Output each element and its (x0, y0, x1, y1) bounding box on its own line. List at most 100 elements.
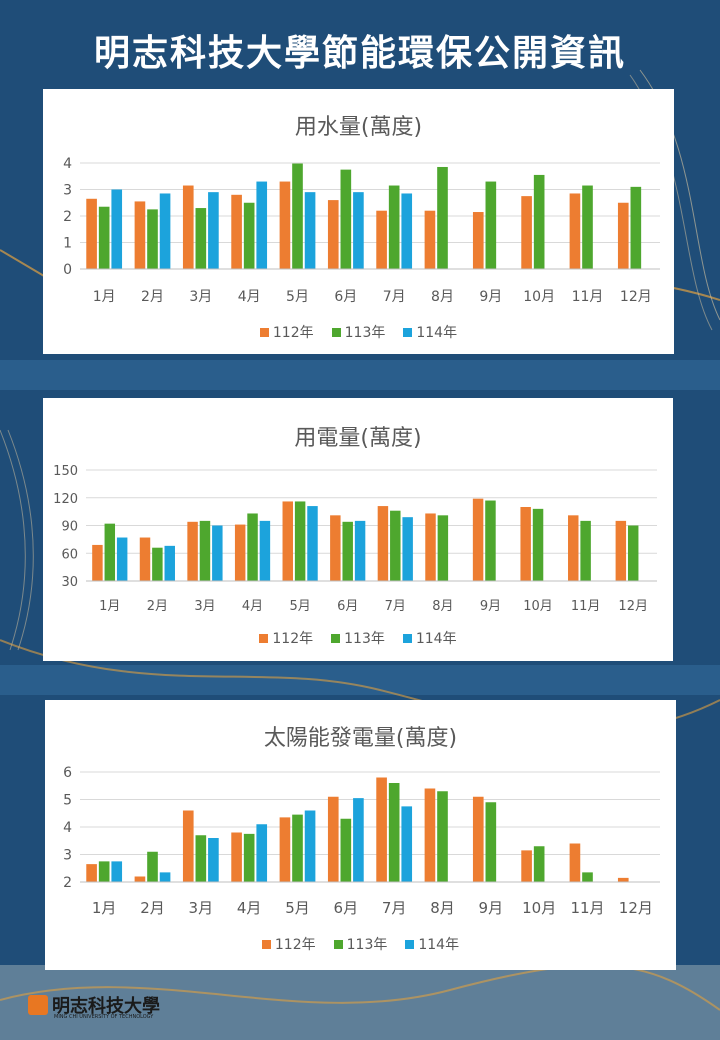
x-tick-label: 11月 (571, 599, 601, 614)
bar-113年-9月 (485, 181, 497, 269)
bar-114年-7月 (402, 517, 413, 581)
bar-114年-6月 (353, 192, 364, 269)
x-tick-label: 2月 (141, 289, 164, 305)
legend-label-113: 113年 (344, 325, 386, 341)
bar-112年-6月 (330, 515, 341, 581)
x-tick-label: 3月 (189, 899, 214, 917)
y-tick-label: 5 (63, 793, 72, 809)
y-tick-label: 2 (63, 875, 72, 891)
bar-113年-10月 (533, 846, 545, 882)
bar-113年-4月 (243, 833, 255, 882)
y-tick-label: 150 (53, 464, 78, 479)
bar-112年-7月 (376, 777, 387, 882)
legend-label-113: 113年 (344, 631, 385, 647)
bar-112年-9月 (472, 796, 484, 882)
y-tick-label: 60 (61, 547, 78, 562)
logo-name: 明志科技大學 (52, 996, 160, 1017)
y-tick-label: 4 (63, 156, 72, 172)
bar-112年-10月 (520, 507, 531, 581)
legend-label-114: 114年 (415, 631, 457, 647)
bar-114年-4月 (256, 181, 268, 269)
bar-113年-4月 (243, 202, 255, 269)
bar-112年-5月 (279, 181, 291, 269)
bar-112年-2月 (139, 537, 151, 581)
legend-swatch-114 (403, 327, 413, 337)
bar-112年-1月 (86, 198, 97, 269)
bar-112年-11月 (569, 193, 581, 269)
bar-112年-10月 (521, 196, 532, 269)
x-tick-label: 2月 (147, 599, 168, 614)
bar-113年-2月 (152, 547, 163, 581)
bar-114年-2月 (159, 193, 171, 269)
water-chart-panel: 用水量(萬度) 0 1 2 3 4 1月 2月 3月 4月 5月 6月 7月 8月 9月 10月 11月 12月… (43, 89, 674, 354)
legend-item-113: 113年 (333, 934, 388, 954)
bar-113年-6月 (340, 818, 352, 882)
bar-112年-5月 (279, 817, 291, 882)
electricity-chart-panel: 用電量(萬度) 30 60 90 120 150 1月 2月 3月 4月 5月 6月 7月 8月 9月 10… (43, 398, 673, 661)
y-tick-label: 3 (63, 183, 72, 199)
bar-112年-9月 (472, 498, 484, 581)
bar-113年-5月 (294, 501, 306, 581)
bar-114年-6月 (354, 520, 366, 581)
solar-chart-panel: 太陽能發電量(萬度) 2 3 4 5 6 1月 2月 3月 4月 5月 6月 7月 8月 9月 10月 11月… (45, 700, 676, 970)
bar-112年-1月 (92, 544, 103, 581)
x-tick-label: 7月 (385, 599, 406, 614)
y-tick-label: 4 (63, 820, 72, 836)
bar-114年-1月 (111, 189, 123, 269)
bar-113年-9月 (485, 500, 496, 581)
legend-swatch-114 (405, 939, 415, 949)
bar-113年-7月 (388, 783, 400, 882)
legend-item-112: 112年 (261, 934, 316, 954)
bar-112年-12月 (617, 202, 629, 269)
bar-114年-4月 (256, 824, 268, 882)
legend-item-114: 114年 (403, 322, 457, 342)
university-logo: 明志科技大學 MING CHI UNIVERSITY OF TECHNOLOGY (28, 992, 160, 1020)
bar-112年-10月 (521, 850, 532, 882)
legend-label-113: 113年 (346, 937, 388, 953)
bar-113年-3月 (195, 835, 207, 882)
water-chart-title: 用水量(萬度) (294, 115, 423, 140)
bar-113年-12月 (627, 525, 639, 581)
x-tick-label: 4月 (242, 599, 263, 614)
water-chart-plot: 0 1 2 3 4 1月 2月 3月 4月 5月 6月 7月 8月 9月 10月 11月 12月 (63, 156, 660, 305)
x-tick-label: 4月 (238, 289, 261, 305)
legend-item-112: 112年 (259, 322, 314, 342)
bar-112年-5月 (282, 501, 293, 581)
solar-chart-title: 太陽能發電量(萬度) (263, 726, 458, 751)
x-tick-label: 10月 (522, 899, 556, 917)
logo-subtitle: MING CHI UNIVERSITY OF TECHNOLOGY (54, 1014, 154, 1020)
bar-112年-9月 (472, 212, 484, 269)
bar-113年-6月 (342, 521, 353, 581)
x-tick-label: 5月 (285, 899, 310, 917)
legend-swatch-112 (259, 633, 269, 643)
bar-113年-1月 (98, 206, 110, 269)
bar-113年-3月 (199, 520, 211, 581)
y-tick-label: 1 (63, 236, 72, 252)
x-tick-label: 7月 (383, 289, 406, 305)
legend-swatch-112 (259, 327, 269, 337)
bar-112年-4月 (234, 524, 246, 581)
bar-113年-2月 (147, 209, 158, 269)
x-tick-label: 10月 (523, 599, 553, 614)
x-tick-label: 7月 (382, 899, 407, 917)
bar-113年-4月 (247, 513, 258, 581)
x-tick-label: 6月 (337, 599, 358, 614)
bar-113年-9月 (485, 802, 497, 882)
legend-item-113: 113年 (331, 322, 386, 342)
x-tick-label: 9月 (480, 599, 501, 614)
bar-113年-7月 (388, 185, 400, 269)
x-tick-label: 8月 (431, 289, 454, 305)
bar-113年-10月 (533, 174, 545, 269)
bar-112年-12月 (617, 877, 629, 882)
bar-113年-8月 (437, 166, 448, 269)
bar-114年-5月 (304, 810, 316, 882)
bar-114年-6月 (353, 798, 364, 882)
bar-113年-7月 (390, 510, 401, 581)
legend-label-112: 112年 (274, 937, 316, 953)
x-tick-label: 12月 (618, 599, 648, 614)
bar-114年-1月 (111, 861, 123, 882)
solar-chart-plot: 2 3 4 5 6 1月 2月 3月 4月 5月 6月 7月 8月 9月 10月 11月 12月 (63, 765, 660, 917)
x-tick-label: 3月 (189, 289, 212, 305)
x-tick-label: 12月 (619, 899, 653, 917)
bar-112年-6月 (327, 796, 339, 882)
